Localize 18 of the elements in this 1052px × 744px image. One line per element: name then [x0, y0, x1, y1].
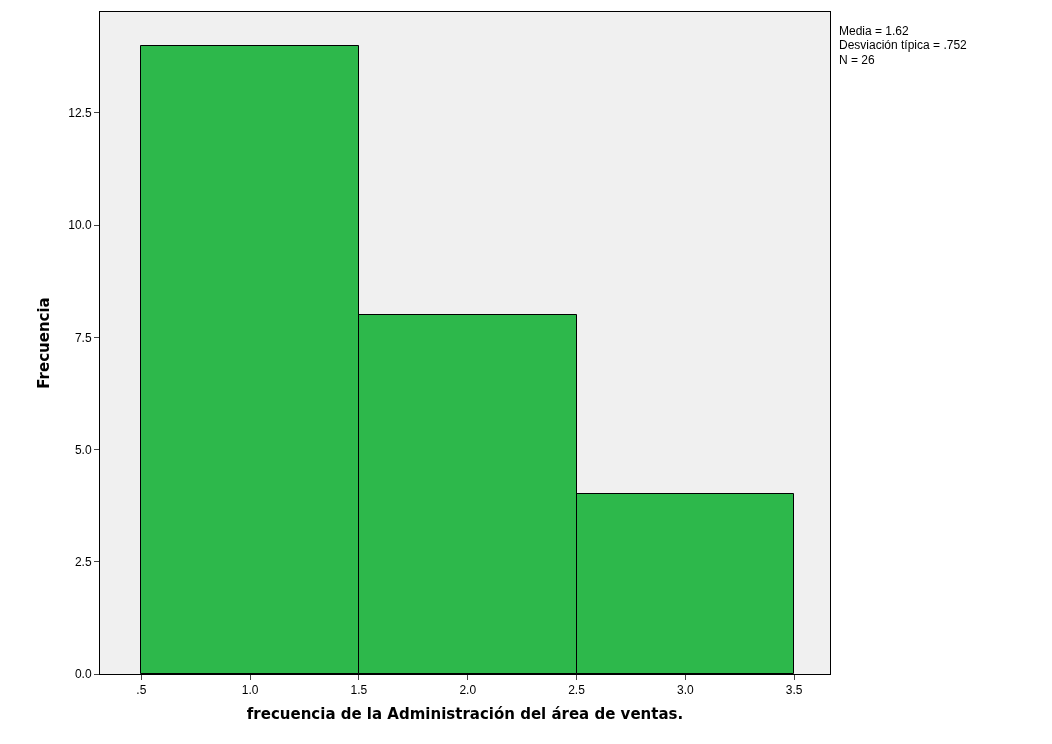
x-tick-label: 2.5 [568, 683, 586, 698]
x-axis-title: frecuencia de la Administración del área de ventas. [246, 705, 684, 724]
y-axis-title: Frecuencia [35, 297, 54, 389]
y-tick-label: 12.5 [68, 106, 92, 121]
text: N = 26 [839, 53, 876, 67]
x-tick-label: .5 [136, 683, 147, 698]
x-tick-label: 1.0 [241, 683, 259, 698]
y-tick-label: 0.0 [74, 667, 92, 682]
text: Media = 1.62 [839, 24, 910, 38]
y-tick-label: 7.5 [74, 330, 92, 345]
x-tick-label: 1.5 [350, 683, 368, 698]
y-tick-label: 5.0 [74, 442, 92, 457]
x-tick-label: 3.0 [676, 683, 694, 698]
x-tick-label: 2.0 [459, 683, 477, 698]
y-tick-label: 2.5 [74, 555, 92, 569]
text: Desviación típica = .752 [839, 38, 968, 52]
y-tick-label: 10.0 [68, 218, 92, 233]
x-tick-label: 3.5 [785, 683, 803, 698]
